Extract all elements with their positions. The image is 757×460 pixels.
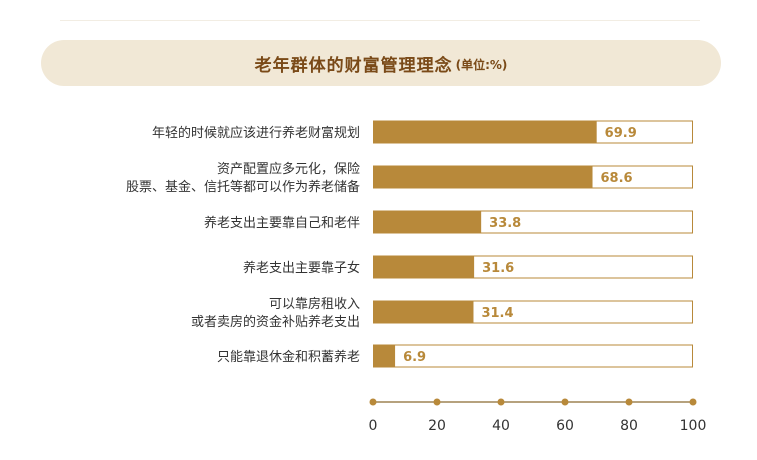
bar — [373, 165, 593, 189]
data-label: 31.4 — [481, 306, 513, 321]
category-label: 养老支出主要靠子女 — [243, 260, 360, 276]
x-tick-label: 20 — [428, 418, 446, 434]
x-tick-label: 60 — [556, 418, 574, 434]
data-label: 68.6 — [601, 171, 633, 186]
x-tick-dot — [625, 398, 633, 406]
data-label: 6.9 — [403, 350, 426, 365]
bar — [373, 120, 597, 144]
x-tick-dot — [561, 398, 569, 406]
title-banner: 老年群体的财富管理理念 (单位:%) — [41, 40, 721, 86]
x-tick-label: 100 — [680, 418, 707, 434]
data-label: 33.8 — [489, 216, 521, 231]
bar — [373, 300, 474, 324]
data-label: 69.9 — [605, 126, 637, 141]
chart-unit: (单位:%) — [455, 57, 508, 72]
x-tick-dot — [433, 398, 441, 406]
x-tick-label: 0 — [369, 418, 378, 434]
x-tick-dot — [369, 398, 377, 406]
category-label: 年轻的时候就应该进行养老财富规划 — [152, 125, 360, 141]
x-tick-label: 80 — [620, 418, 638, 434]
category-label: 或者卖房的资金补贴养老支出 — [191, 314, 360, 330]
top-divider — [60, 20, 700, 21]
data-label: 31.6 — [482, 261, 514, 276]
category-label: 只能靠退休金和积蓄养老 — [217, 349, 360, 365]
x-tick-label: 40 — [492, 418, 510, 434]
bar — [373, 255, 475, 279]
category-label: 养老支出主要靠自己和老伴 — [204, 215, 360, 231]
x-tick-dot — [497, 398, 505, 406]
category-label: 资产配置应多元化，保险 — [217, 161, 360, 177]
x-tick-dot — [689, 398, 697, 406]
chart-title: 老年群体的财富管理理念 — [254, 55, 453, 76]
category-label: 股票、基金、信托等都可以作为养老储备 — [126, 179, 360, 195]
bar — [373, 344, 396, 368]
bar — [373, 210, 482, 234]
category-label: 可以靠房租收入 — [269, 296, 360, 312]
